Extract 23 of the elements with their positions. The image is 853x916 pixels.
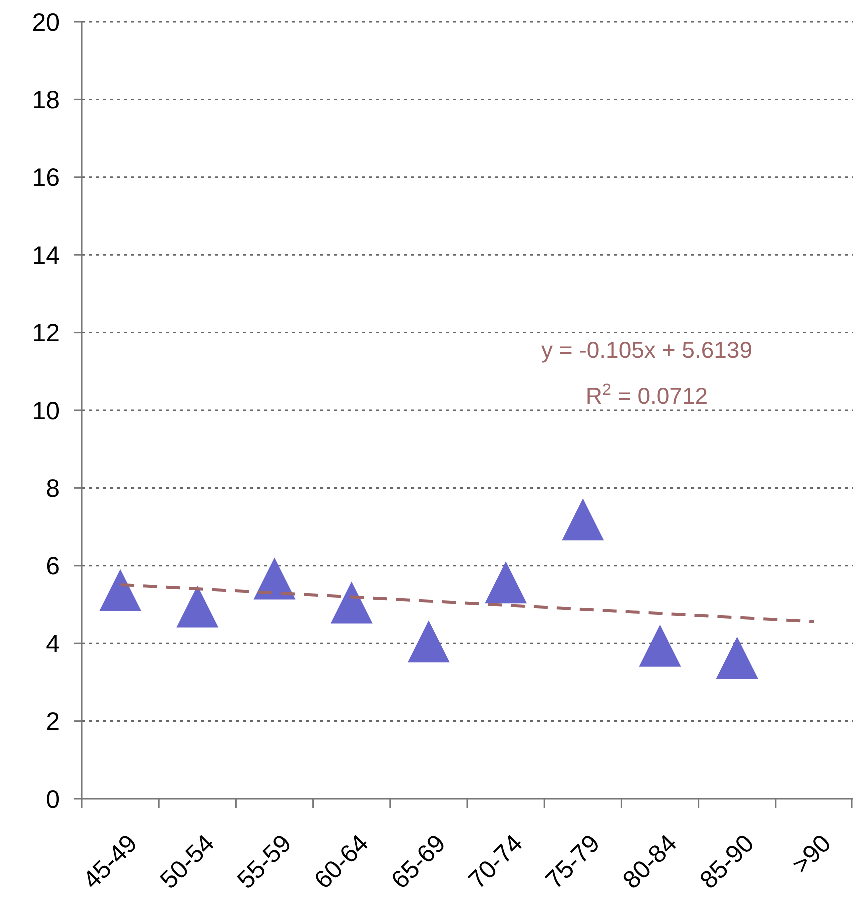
point xyxy=(562,498,604,541)
point xyxy=(639,624,682,667)
y-tick-label: 12 xyxy=(32,320,60,348)
y-tick-label: 4 xyxy=(46,630,60,658)
y-tick-label: 20 xyxy=(32,8,60,37)
y-tick-label: 2 xyxy=(46,708,60,736)
point xyxy=(330,582,373,624)
annotation: R$^{2}$ = 0.0712 xyxy=(586,381,708,409)
x-tick-label: >90 xyxy=(787,830,837,880)
point xyxy=(254,558,296,600)
point xyxy=(176,586,219,628)
y-tick-label: 14 xyxy=(32,242,60,270)
y-tick-label: 8 xyxy=(46,474,60,503)
point xyxy=(485,562,528,604)
y-tick-label: 18 xyxy=(32,86,60,114)
annotation: y = -0.105x + 5.6139 xyxy=(542,337,752,363)
y-tick-label: 10 xyxy=(32,397,60,426)
point xyxy=(100,569,142,612)
y-tick-label: 16 xyxy=(32,164,60,192)
point xyxy=(408,620,450,663)
y-tick-label: 6 xyxy=(46,552,60,581)
y-tick-label: 0 xyxy=(46,786,60,814)
point xyxy=(716,636,758,679)
